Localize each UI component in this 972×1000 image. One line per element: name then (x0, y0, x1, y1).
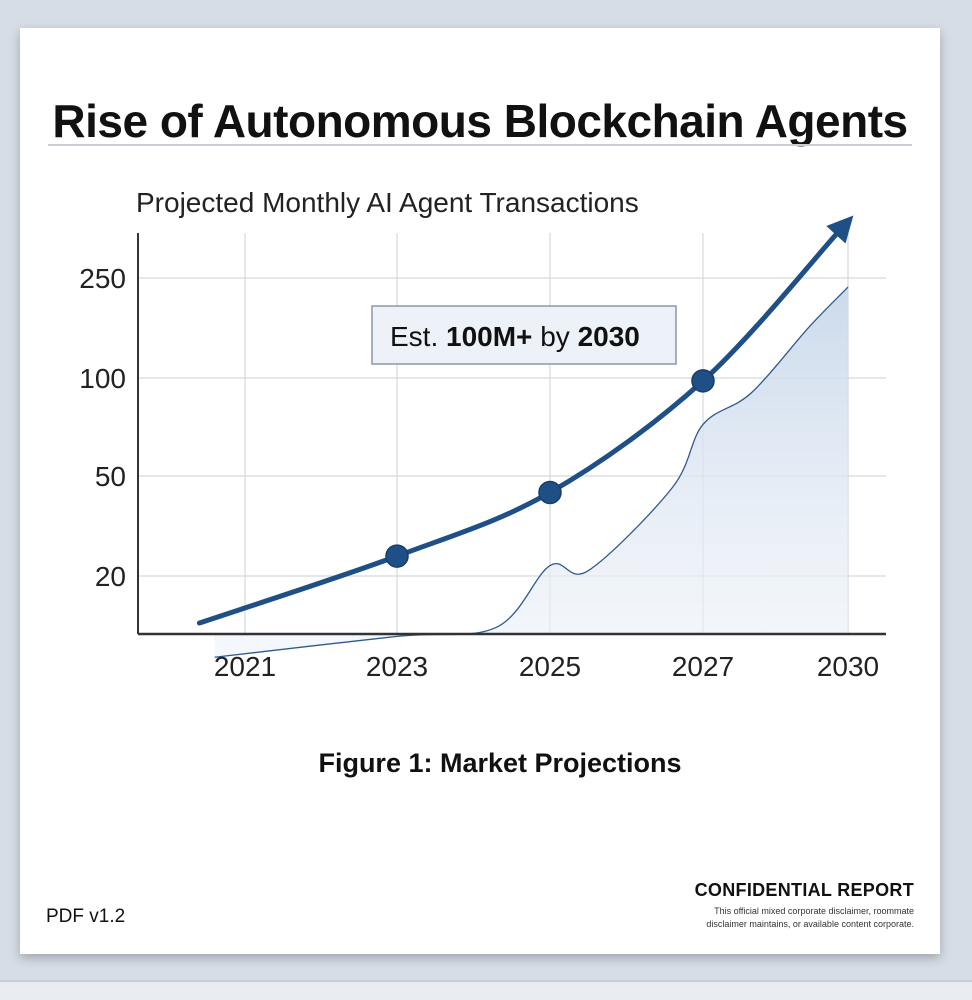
y-tick-label-250: 250 (79, 263, 126, 294)
disclaimer-line-1: This official mixed corporate disclaimer… (714, 906, 914, 916)
projection-arrowhead (826, 215, 854, 244)
report-title: Rise of Autonomous Blockchain Agents (52, 95, 908, 147)
area-series (214, 286, 849, 658)
confidential-block: CONFIDENTIAL REPORT This official mixed … (594, 880, 914, 931)
marker-2027 (691, 369, 715, 393)
line-series (196, 215, 854, 626)
title-divider (48, 144, 912, 146)
x-tick-label-2023: 2023 (366, 651, 428, 682)
annotation-box: Est. 100M+ by 2030 (371, 305, 677, 365)
figure-caption: Figure 1: Market Projections (318, 748, 682, 778)
annotation-text: Est. 100M+ by 2030 (390, 321, 640, 352)
report-page: Rise of Autonomous Blockchain Agents Pro… (20, 28, 940, 954)
area-fill (214, 287, 849, 658)
marker-2023 (385, 544, 409, 568)
y-tick-label-20: 20 (95, 561, 126, 592)
disclaimer-line-2: disclaimer maintains, or available conte… (706, 919, 914, 929)
area-line (214, 286, 849, 658)
y-tick-label-50: 50 (95, 461, 126, 492)
page-edge (0, 980, 972, 1000)
axes (137, 233, 886, 636)
marker-2025 (538, 480, 562, 505)
x-tick-label-2025: 2025 (519, 651, 581, 682)
line-chart: Projected Monthly AI Agent Transactions … (79, 187, 886, 682)
x-tick-label-2030: 2030 (817, 651, 879, 682)
confidential-title: CONFIDENTIAL REPORT (694, 880, 914, 900)
y-tick-label-100: 100 (79, 363, 126, 394)
tick-labels: 2021 2023 2025 2027 2030 20 50 100 250 (79, 263, 879, 682)
x-tick-label-2021: 2021 (214, 651, 276, 682)
chart-area: Projected Monthly AI Agent Transactions … (20, 28, 940, 954)
version-label: PDF v1.2 (46, 906, 126, 927)
chart-title: Projected Monthly AI Agent Transactions (136, 187, 639, 218)
x-tick-label-2027: 2027 (672, 651, 734, 682)
